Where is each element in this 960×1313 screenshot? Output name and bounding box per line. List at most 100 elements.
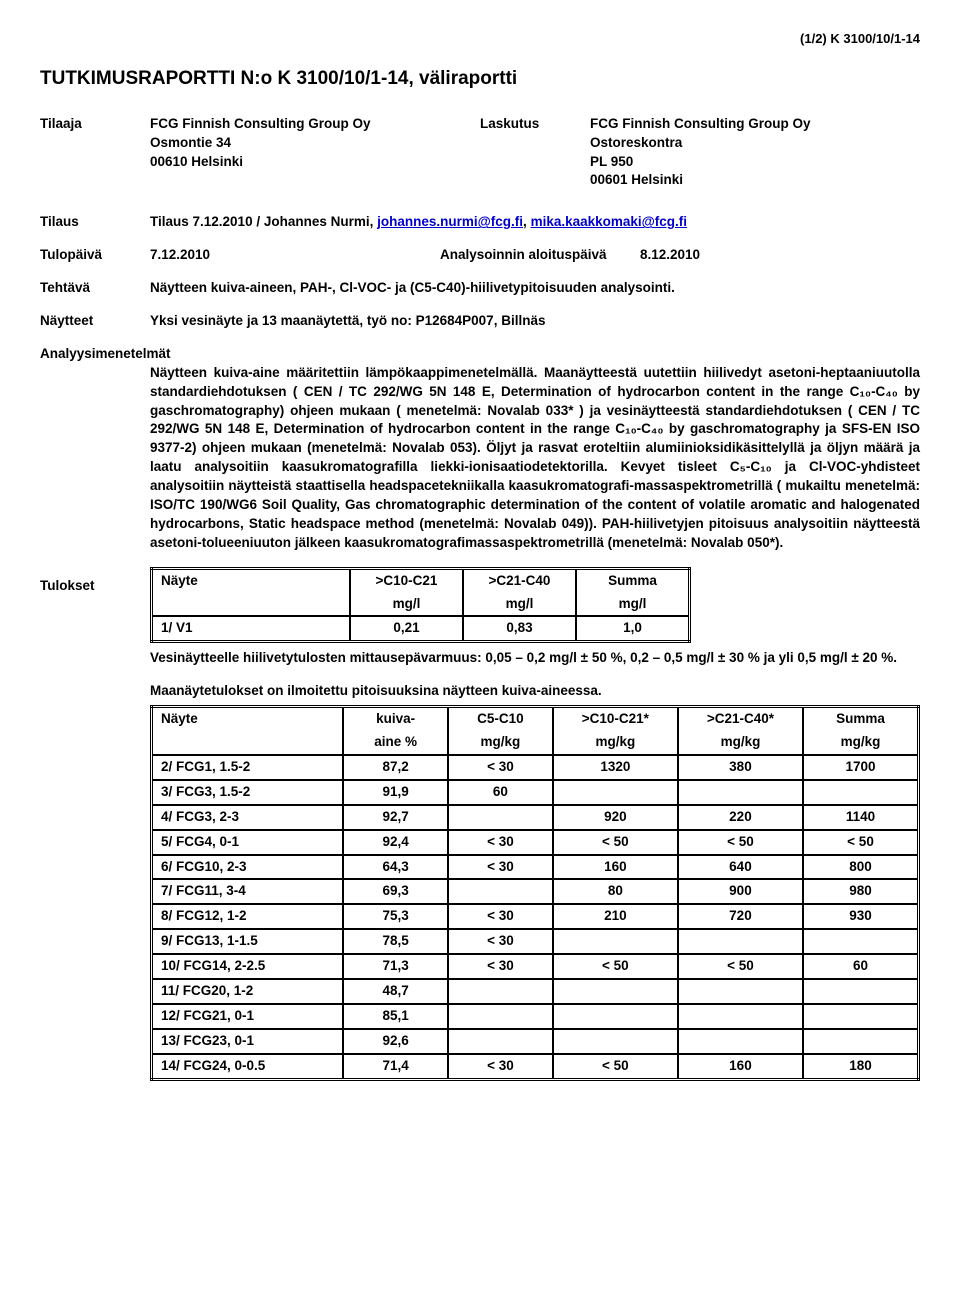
table-cell: < 50 [803, 830, 919, 855]
table-cell [553, 780, 678, 805]
table-cell: 1,0 [576, 616, 690, 641]
laskutus-value: FCG Finnish Consulting Group Oy Ostoresk… [590, 115, 920, 191]
table-cell [553, 929, 678, 954]
table-cell: 11/ FCG20, 1-2 [152, 979, 344, 1004]
table-cell: 87,2 [343, 755, 448, 780]
table-cell: < 50 [553, 830, 678, 855]
email-link-2[interactable]: mika.kaakkomaki@fcg.fi [531, 214, 688, 229]
table-cell: 1140 [803, 805, 919, 830]
table-cell: < 30 [448, 1054, 553, 1079]
table-cell: 13/ FCG23, 0-1 [152, 1029, 344, 1054]
table-subheader [152, 593, 351, 617]
table-cell: 640 [678, 855, 803, 880]
tehtava-text: Näytteen kuiva-aineen, PAH-, Cl-VOC- ja … [150, 279, 920, 298]
table-cell: 10/ FCG14, 2-2.5 [152, 954, 344, 979]
table-header: >C21-C40 [463, 568, 576, 592]
table-cell: 930 [803, 904, 919, 929]
table-cell: 180 [803, 1054, 919, 1079]
table-cell: 64,3 [343, 855, 448, 880]
table-cell: 3/ FCG3, 1.5-2 [152, 780, 344, 805]
table-cell: 8/ FCG12, 1-2 [152, 904, 344, 929]
table-cell: 92,4 [343, 830, 448, 855]
table-cell: 2/ FCG1, 1.5-2 [152, 755, 344, 780]
table-cell: < 50 [678, 954, 803, 979]
table-cell: 1700 [803, 755, 919, 780]
naytteet-label: Näytteet [40, 312, 150, 331]
tulokset-note-2: Maanäytetulokset on ilmoitettu pitoisuuk… [150, 682, 920, 701]
table-header: >C10-C21 [350, 568, 463, 592]
table-cell: 160 [678, 1054, 803, 1079]
table-cell: 71,4 [343, 1054, 448, 1079]
table-cell: < 50 [678, 830, 803, 855]
table-cell: < 30 [448, 929, 553, 954]
naytteet-text: Yksi vesinäyte ja 13 maanäytettä, työ no… [150, 312, 920, 331]
table-header: Summa [576, 568, 690, 592]
table-cell: 720 [678, 904, 803, 929]
table-cell: 210 [553, 904, 678, 929]
tulokset-note-1: Vesinäytteelle hiilivetytulosten mittaus… [150, 649, 920, 668]
table-cell: 5/ FCG4, 0-1 [152, 830, 344, 855]
tulokset-label: Tulokset [40, 577, 150, 1081]
table-cell [448, 879, 553, 904]
table-subheader: mg/kg [803, 731, 919, 755]
table-cell: 9/ FCG13, 1-1.5 [152, 929, 344, 954]
table-cell [448, 979, 553, 1004]
table-cell [803, 1004, 919, 1029]
table-cell: 48,7 [343, 979, 448, 1004]
page-ref: (1/2) K 3100/10/1-14 [40, 30, 920, 48]
table-cell: 4/ FCG3, 2-3 [152, 805, 344, 830]
table-cell: 75,3 [343, 904, 448, 929]
table-cell: 14/ FCG24, 0-0.5 [152, 1054, 344, 1079]
table-cell: 0,21 [350, 616, 463, 641]
table-cell: 6/ FCG10, 2-3 [152, 855, 344, 880]
email-link-1[interactable]: johannes.nurmi@fcg.fi [377, 214, 523, 229]
analysointi-value: 8.12.2010 [640, 246, 700, 265]
table-cell: 380 [678, 755, 803, 780]
table-cell [803, 1029, 919, 1054]
tilaus-value: Tilaus 7.12.2010 / Johannes Nurmi, johan… [150, 213, 920, 232]
table-subheader [152, 731, 344, 755]
tilaaja-label: Tilaaja [40, 115, 150, 172]
table-cell: 60 [803, 954, 919, 979]
table-cell [448, 805, 553, 830]
tilaaja-value: FCG Finnish Consulting Group Oy Osmontie… [150, 115, 480, 172]
table-cell [553, 1029, 678, 1054]
laskutus-label: Laskutus [480, 115, 590, 191]
table-cell: 900 [678, 879, 803, 904]
table-cell: < 30 [448, 855, 553, 880]
table-cell: 78,5 [343, 929, 448, 954]
table-cell: 1320 [553, 755, 678, 780]
tulokset-table-1: Näyte>C10-C21>C21-C40Summamg/lmg/lmg/l1/… [150, 567, 691, 644]
table-cell: 7/ FCG11, 3-4 [152, 879, 344, 904]
table-header: Näyte [152, 568, 351, 592]
table-header: >C10-C21* [553, 707, 678, 731]
table-cell: 92,6 [343, 1029, 448, 1054]
table-subheader: mg/l [463, 593, 576, 617]
table-cell: 160 [553, 855, 678, 880]
table-cell [803, 929, 919, 954]
table-cell: 60 [448, 780, 553, 805]
table-cell [553, 1004, 678, 1029]
table-cell: < 50 [553, 954, 678, 979]
analysointi-label: Analysoinnin aloituspäivä [440, 246, 640, 265]
table-subheader: mg/l [576, 593, 690, 617]
table-cell: 1/ V1 [152, 616, 351, 641]
table-cell: 220 [678, 805, 803, 830]
table-cell [678, 929, 803, 954]
table-header: >C21-C40* [678, 707, 803, 731]
table-cell [803, 979, 919, 1004]
table-cell: 69,3 [343, 879, 448, 904]
table-cell: 12/ FCG21, 0-1 [152, 1004, 344, 1029]
tilaus-label: Tilaus [40, 213, 150, 232]
table-header: C5-C10 [448, 707, 553, 731]
table-cell [678, 1029, 803, 1054]
table-header: Näyte [152, 707, 344, 731]
table-cell [678, 1004, 803, 1029]
table-cell: 980 [803, 879, 919, 904]
table-cell: < 30 [448, 830, 553, 855]
table-cell: 0,83 [463, 616, 576, 641]
table-cell: 920 [553, 805, 678, 830]
table-cell: < 30 [448, 954, 553, 979]
table-cell: 92,7 [343, 805, 448, 830]
table-cell: 85,1 [343, 1004, 448, 1029]
